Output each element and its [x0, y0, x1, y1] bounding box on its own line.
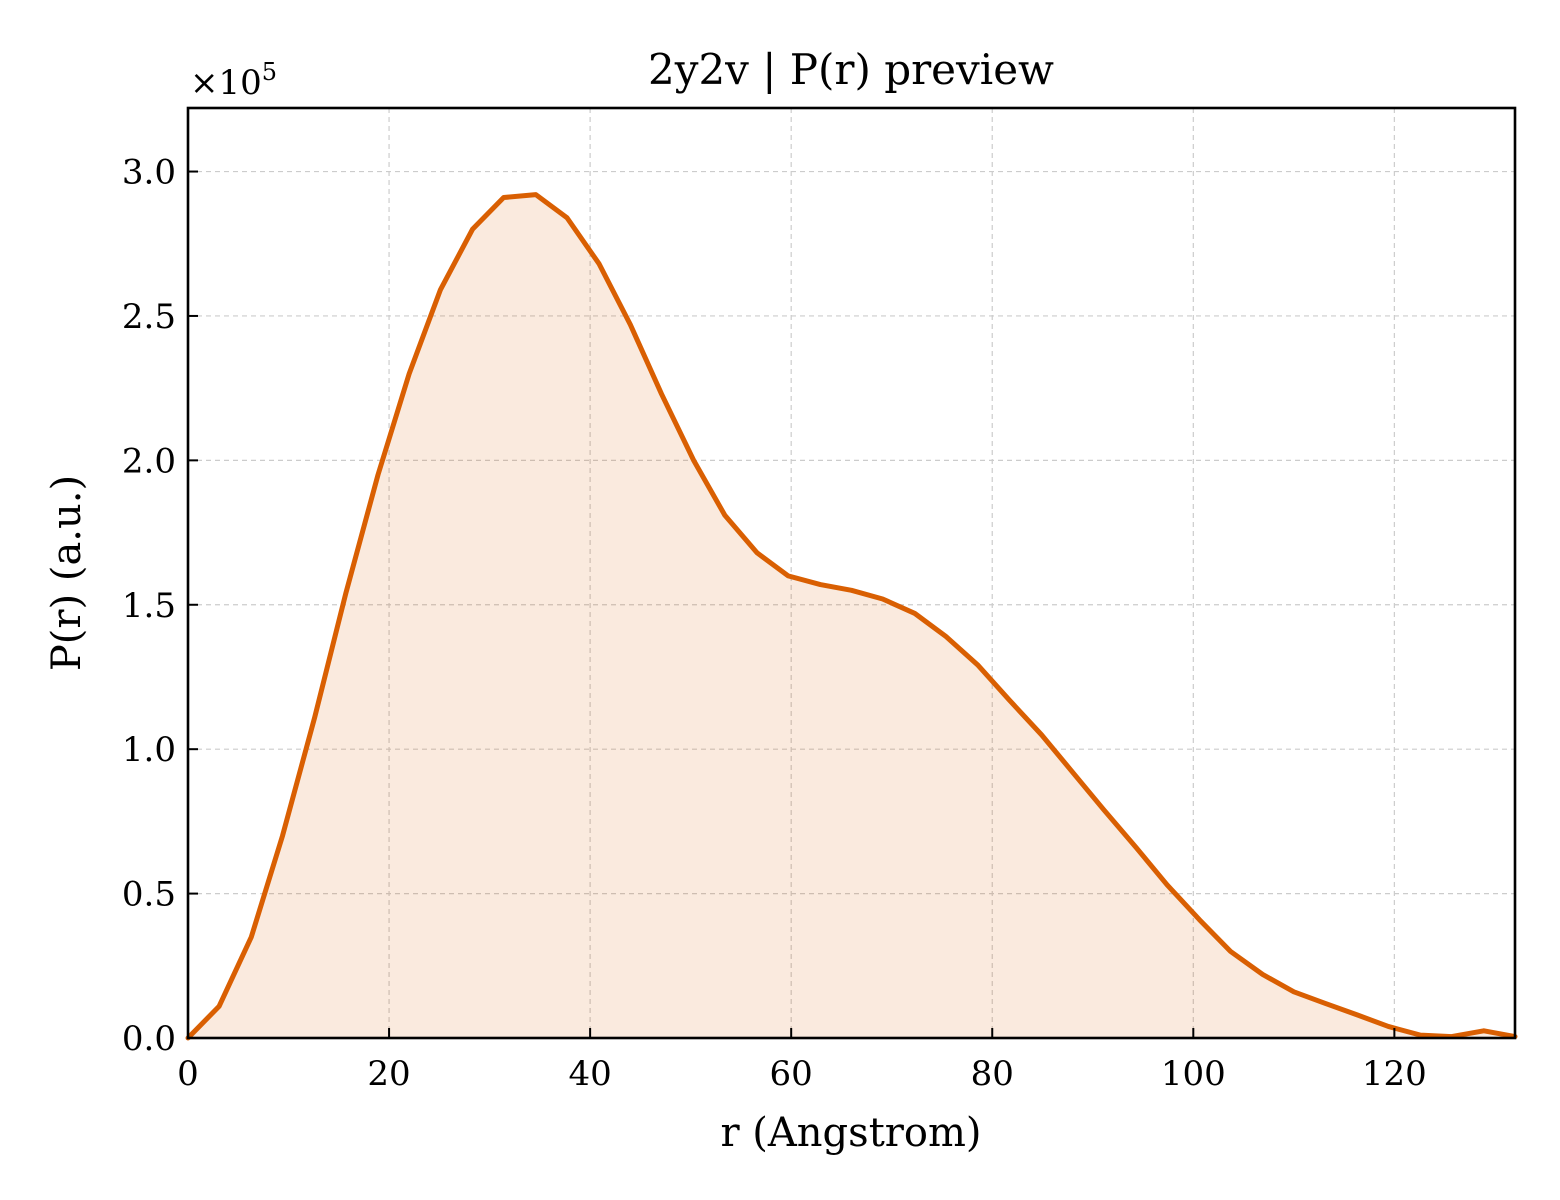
- x-tick-label: 120: [1362, 1054, 1427, 1094]
- x-tick-label: 100: [1161, 1054, 1226, 1094]
- y-tick-label: 2.0: [122, 441, 176, 481]
- y-axis-label: P(r) (a.u.): [44, 475, 90, 671]
- y-tick-label: 0.0: [122, 1019, 176, 1059]
- y-offset-base: ×10: [190, 63, 262, 103]
- y-offset-label: ×105: [190, 58, 277, 103]
- grid-lines: [188, 108, 1515, 1038]
- series-area-fill: [188, 194, 1515, 1038]
- y-offset-exponent: 5: [262, 58, 277, 86]
- y-tick-label: 1.5: [122, 586, 176, 626]
- series-line: [185, 192, 1518, 1041]
- x-tick-label: 40: [568, 1054, 611, 1094]
- x-tick-label: 0: [177, 1054, 199, 1094]
- x-tick-label: 80: [971, 1054, 1014, 1094]
- x-axis-label: r (Angstrom): [720, 1110, 981, 1156]
- y-tick-label: 0.5: [122, 875, 176, 915]
- plot-frame: [186, 106, 1517, 1040]
- x-tick-label: 60: [770, 1054, 813, 1094]
- plot-area: [188, 108, 1515, 1038]
- y-tick-label: 1.0: [122, 730, 176, 770]
- chart-title: 2y2v | P(r) preview: [648, 45, 1054, 94]
- y-tick-label: 3.0: [122, 153, 176, 193]
- y-tick-label: 2.5: [122, 297, 176, 337]
- ticks: [187, 170, 1396, 1039]
- data-layer: [185, 192, 1518, 1041]
- x-tick-label: 20: [367, 1054, 410, 1094]
